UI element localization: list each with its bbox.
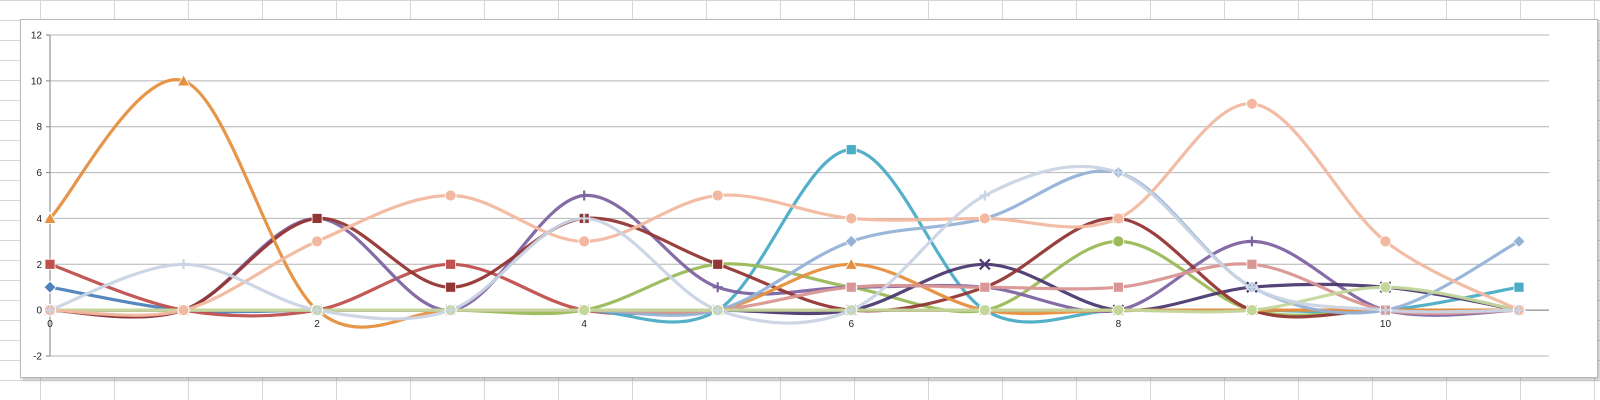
data-point-square (44, 258, 56, 270)
data-point-triangle (844, 257, 858, 270)
data-point-triangle (176, 74, 191, 87)
data-point-plus (579, 213, 590, 224)
x-tick-label: 8 (1116, 319, 1122, 330)
data-point-square (712, 258, 724, 270)
data-point-circle (1379, 235, 1392, 248)
series-lines (48, 78, 1521, 329)
data-point-circle (444, 189, 457, 202)
data-point-square (845, 144, 857, 156)
data-point-circle (1112, 304, 1125, 317)
data-point-plus (979, 190, 990, 201)
data-point-circle (1246, 304, 1258, 317)
data-point-circle (978, 212, 991, 225)
chart-frame[interactable] (20, 19, 1598, 378)
y-tick-label: 10 (31, 76, 43, 87)
data-point-circle (1246, 97, 1258, 110)
data-point-plus (445, 305, 456, 316)
data-point-triangle (43, 211, 57, 224)
series-markers (43, 74, 1526, 317)
data-point-plus (178, 259, 189, 270)
y-tick-label: 0 (36, 306, 42, 317)
data-point-plus (579, 190, 590, 201)
data-point-plus (712, 305, 723, 316)
data-point-square (1112, 281, 1124, 293)
x-tick-label: 10 (1380, 319, 1392, 330)
data-point-square (311, 213, 323, 224)
data-point-plus (1113, 167, 1124, 178)
data-point-circle (978, 304, 991, 317)
tick-labels: -2 0 2 4 6 8 10 12 0 2 4 6 8 10 (31, 31, 1392, 363)
data-point-circle (578, 235, 591, 248)
data-point-circle (578, 304, 591, 317)
data-point-square (1513, 281, 1525, 293)
data-point-plus (1246, 236, 1257, 247)
data-point-square (445, 258, 457, 270)
y-tick-label: 2 (36, 260, 42, 271)
data-point-diamond (43, 280, 57, 294)
data-point-plus (846, 305, 857, 316)
data-point-circle (311, 235, 323, 248)
x-tick-label: 6 (848, 319, 854, 330)
y-tick-label: 8 (36, 122, 42, 133)
axes (46, 34, 1549, 357)
data-point-plus (1380, 305, 1391, 316)
y-tick-label: 12 (31, 31, 43, 42)
data-point-square (979, 281, 991, 293)
data-point-square (445, 281, 457, 293)
data-point-plus (712, 282, 723, 293)
series-line (48, 285, 1521, 314)
data-point-circle (177, 304, 190, 317)
data-point-diamond (1512, 234, 1526, 248)
data-point-square (845, 281, 857, 293)
y-tick-label: 6 (36, 168, 42, 179)
data-point-circle (711, 189, 724, 202)
x-tick-label: 0 (47, 319, 53, 330)
data-point-plus (312, 305, 323, 316)
data-point-circle (1112, 212, 1125, 225)
y-tick-label: 4 (36, 214, 42, 225)
data-point-circle (1112, 235, 1125, 248)
data-point-diamond (844, 234, 858, 248)
data-point-plus (1246, 282, 1257, 293)
data-point-plus (1514, 305, 1524, 316)
x-tick-label: 2 (314, 319, 320, 330)
data-point-circle (1379, 281, 1392, 294)
y-tick-label: -2 (33, 352, 42, 363)
x-tick-label: 4 (581, 319, 587, 330)
data-point-circle (845, 212, 858, 225)
data-point-x (979, 258, 991, 271)
data-point-square (1246, 258, 1258, 270)
data-point-plus (45, 305, 55, 316)
